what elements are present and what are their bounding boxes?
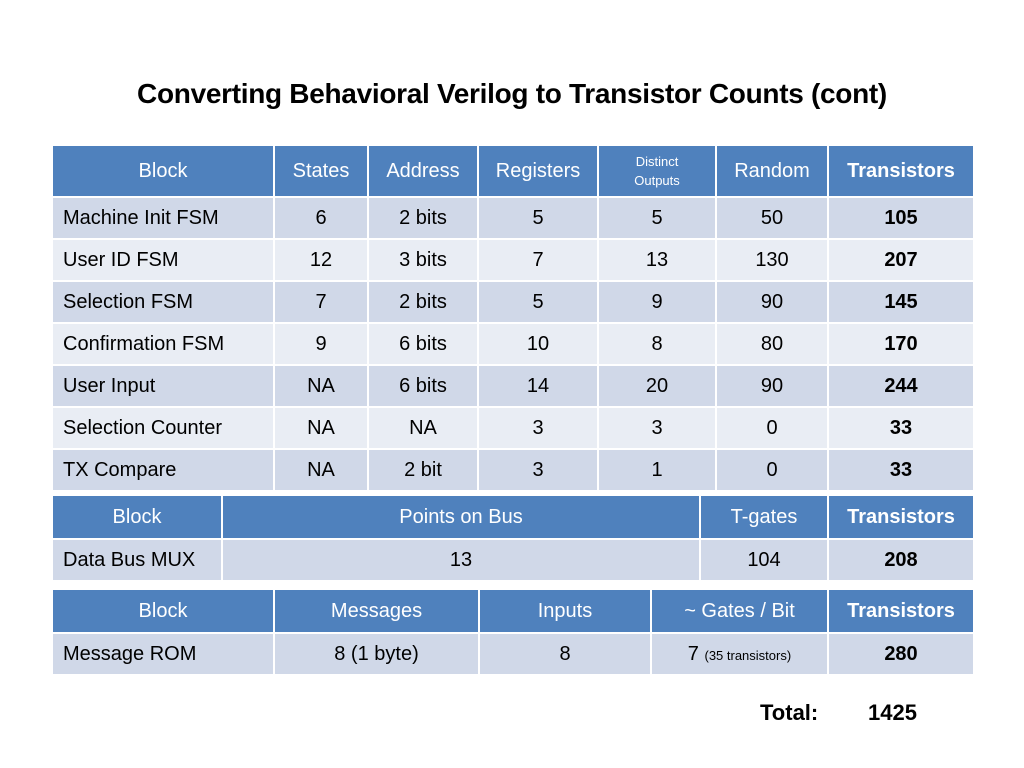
cell-block: Machine Init FSM [51,196,275,240]
cell-states: 6 [273,196,369,240]
table-row: User Input NA 6 bits 14 20 90 244 [51,364,975,408]
header-random: Random [715,144,829,198]
header-transistors: Transistors [827,144,975,198]
table-header-row: Block Messages Inputs ~ Gates / Bit Tran… [51,588,975,634]
header-inputs: Inputs [478,588,652,634]
table-row: User ID FSM 12 3 bits 7 13 130 207 [51,238,975,282]
cell-address: 2 bits [367,280,479,324]
cell-random: 90 [715,280,829,324]
header-messages: Messages [273,588,480,634]
cell-transistors: 33 [827,406,975,450]
cell-address: 2 bit [367,448,479,492]
cell-states: NA [273,364,369,408]
cell-address: 6 bits [367,364,479,408]
table-row: Machine Init FSM 6 2 bits 5 5 50 105 [51,196,975,240]
gates-per-bit-note: (35 transistors) [704,647,792,663]
cell-block: User Input [51,364,275,408]
distinct-outputs-label: Distinct Outputs [634,152,680,190]
header-points-on-bus: Points on Bus [221,494,701,540]
data-bus-mux-table: Block Points on Bus T-gates Transistors … [51,494,975,582]
total-summary: Total: 1425 [760,700,917,726]
cell-transistors: 207 [827,238,975,282]
cell-transistors: 105 [827,196,975,240]
cell-states: 9 [273,322,369,366]
cell-transistors: 280 [827,632,975,676]
cell-block: User ID FSM [51,238,275,282]
fsm-transistor-table: Block States Address Registers Distinct O… [51,144,975,492]
cell-transistors: 170 [827,322,975,366]
header-block: Block [51,588,275,634]
cell-random: 50 [715,196,829,240]
cell-address: 6 bits [367,322,479,366]
cell-block: Data Bus MUX [51,538,223,582]
cell-registers: 5 [477,196,599,240]
cell-address: 3 bits [367,238,479,282]
cell-registers: 14 [477,364,599,408]
cell-t-gates: 104 [699,538,829,582]
cell-block: Message ROM [51,632,275,676]
cell-registers: 3 [477,448,599,492]
cell-inputs: 8 [478,632,652,676]
header-t-gates: T-gates [699,494,829,540]
cell-block: Selection Counter [51,406,275,450]
header-transistors: Transistors [827,588,975,634]
cell-messages: 8 (1 byte) [273,632,480,676]
slide-title: Converting Behavioral Verilog to Transis… [137,78,887,109]
cell-distinct-outputs: 3 [597,406,717,450]
table-row: Data Bus MUX 13 104 208 [51,538,975,582]
cell-registers: 3 [477,406,599,450]
cell-gates-per-bit: 7 (35 transistors) [650,632,829,676]
total-label: Total: [760,700,819,725]
cell-transistors: 208 [827,538,975,582]
table-row: Confirmation FSM 9 6 bits 10 8 80 170 [51,322,975,366]
cell-registers: 10 [477,322,599,366]
cell-address: 2 bits [367,196,479,240]
cell-states: 7 [273,280,369,324]
cell-states: NA [273,406,369,450]
table-row: Selection FSM 7 2 bits 5 9 90 145 [51,280,975,324]
table-header-row: Block Points on Bus T-gates Transistors [51,494,975,540]
cell-distinct-outputs: 8 [597,322,717,366]
header-address: Address [367,144,479,198]
table-row: Selection Counter NA NA 3 3 0 33 [51,406,975,450]
cell-random: 80 [715,322,829,366]
cell-states: 12 [273,238,369,282]
table-row: TX Compare NA 2 bit 3 1 0 33 [51,448,975,492]
cell-distinct-outputs: 20 [597,364,717,408]
cell-states: NA [273,448,369,492]
cell-registers: 5 [477,280,599,324]
cell-address: NA [367,406,479,450]
distinct-line2: Outputs [634,172,680,188]
header-registers: Registers [477,144,599,198]
cell-distinct-outputs: 1 [597,448,717,492]
header-gates-per-bit: ~ Gates / Bit [650,588,829,634]
distinct-line1: Distinct [635,153,679,169]
table-header-row: Block States Address Registers Distinct O… [51,144,975,198]
cell-random: 0 [715,448,829,492]
cell-distinct-outputs: 9 [597,280,717,324]
cell-block: Confirmation FSM [51,322,275,366]
gates-per-bit-value: 7 [687,642,699,665]
cell-points-on-bus: 13 [221,538,701,582]
cell-transistors: 244 [827,364,975,408]
header-transistors: Transistors [827,494,975,540]
cell-distinct-outputs: 13 [597,238,717,282]
cell-transistors: 145 [827,280,975,324]
cell-block: TX Compare [51,448,275,492]
cell-random: 0 [715,406,829,450]
header-block: Block [51,144,275,198]
cell-random: 130 [715,238,829,282]
header-distinct-outputs: Distinct Outputs [597,144,717,198]
cell-distinct-outputs: 5 [597,196,717,240]
table-row: Message ROM 8 (1 byte) 8 7 (35 transisto… [51,632,975,676]
cell-random: 90 [715,364,829,408]
cell-transistors: 33 [827,448,975,492]
cell-block: Selection FSM [51,280,275,324]
header-block: Block [51,494,223,540]
header-states: States [273,144,369,198]
cell-registers: 7 [477,238,599,282]
total-value: 1425 [868,700,917,725]
message-rom-table: Block Messages Inputs ~ Gates / Bit Tran… [51,588,975,676]
